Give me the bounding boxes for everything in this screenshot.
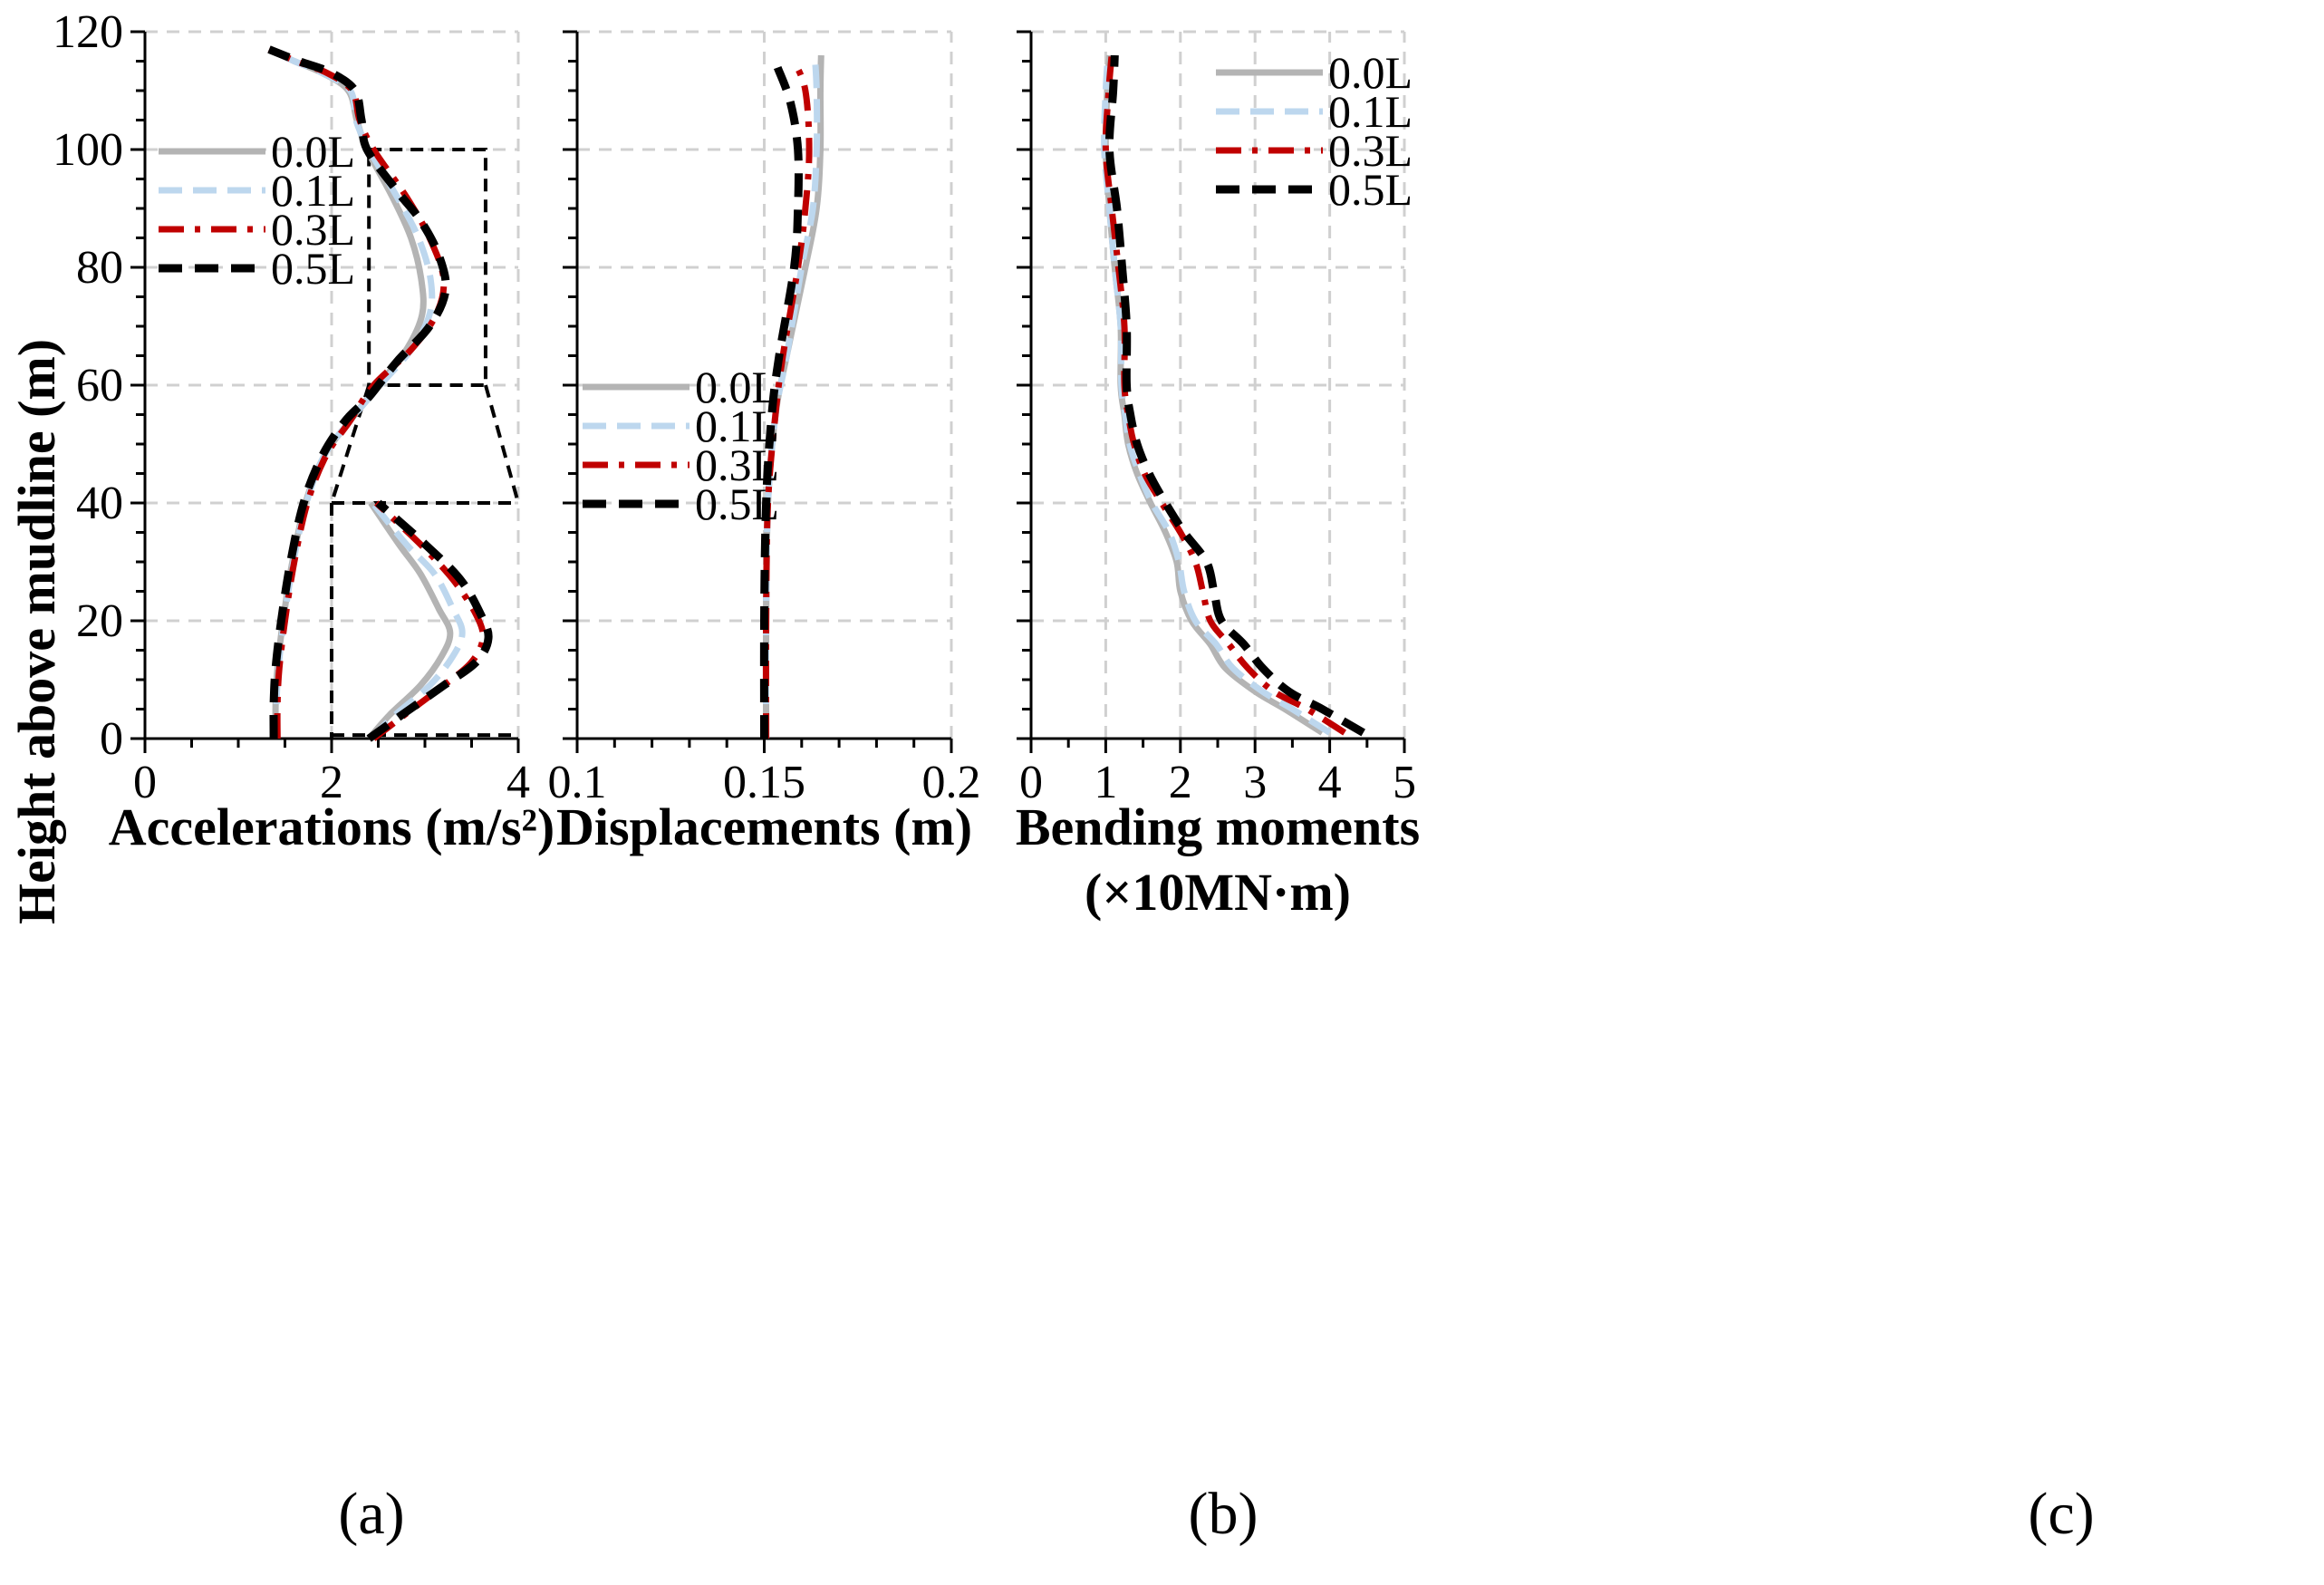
legend-label-0.0L: 0.0L	[1328, 47, 1413, 98]
inset-series-line-0.0L	[366, 501, 454, 741]
x-tick-label: 5	[1393, 757, 1416, 808]
series-a	[267, 45, 450, 739]
legend-label-0.5L: 0.5L	[271, 243, 355, 294]
y-tick-label: 120	[53, 6, 123, 58]
y-tick-label: 60	[76, 360, 123, 411]
x-tick-label: 0	[1019, 757, 1043, 808]
grid-b	[577, 30, 953, 739]
x-tick-label: 0	[133, 757, 157, 808]
x-tick-label: 4	[1318, 757, 1342, 808]
x-axis-title-line2-c: (×10MN·m)	[1085, 863, 1351, 922]
x-tick-label: 0.2	[922, 757, 981, 808]
y-tick-label: 80	[76, 242, 123, 294]
x-tick-label: 0.15	[723, 757, 805, 808]
x-tick-label: 0.1	[548, 757, 607, 808]
x-tick-label: 3	[1243, 757, 1267, 808]
panel-label-c: (c)	[2028, 1481, 2094, 1547]
series-line-0.3L	[1102, 54, 1346, 736]
series-line-0.5L	[1104, 54, 1365, 737]
x-tick-label: 2	[1169, 757, 1192, 808]
panel-label-a: (a)	[338, 1481, 404, 1547]
legend-label-0.3L: 0.3L	[695, 440, 779, 490]
legend-label-0.5L: 0.5L	[695, 478, 779, 529]
y-tick-label: 20	[76, 595, 123, 647]
legend-c: 0.0L0.1L0.3L0.5L	[1216, 47, 1413, 215]
legend-label-0.1L: 0.1L	[695, 401, 779, 451]
inset-series-line-0.1L	[368, 500, 466, 741]
legend-a: 0.0L0.1L0.3L0.5L	[159, 126, 355, 294]
legend-label-0.0L: 0.0L	[271, 126, 355, 177]
series-line-0.3L	[762, 60, 813, 739]
x-tick-label: 2	[320, 757, 343, 808]
y-tick-label: 40	[76, 478, 123, 529]
inset-zoom-annotation	[330, 148, 520, 739]
legend-label-0.3L: 0.3L	[1328, 125, 1413, 176]
series-line-0.5L	[759, 65, 803, 739]
x-axis-title-b: Displacements (m)	[556, 797, 972, 856]
legend-b: 0.0L0.1L0.3L0.5L	[583, 362, 779, 529]
panel-label-b: (b)	[1189, 1481, 1258, 1547]
y-tick-label: 0	[100, 713, 123, 765]
y-tick-label: 100	[53, 124, 123, 176]
legend-label-0.1L: 0.1L	[271, 165, 355, 216]
legend-label-0.5L: 0.5L	[1328, 164, 1413, 215]
inset-series	[366, 499, 493, 742]
y-axis-title: Height above mudline (m)	[7, 339, 66, 924]
legend-label-0.0L: 0.0L	[695, 362, 779, 412]
x-tick-label: 1	[1094, 757, 1117, 808]
legend-label-0.3L: 0.3L	[271, 204, 355, 255]
series-c	[1101, 54, 1365, 737]
x-axis-title-c: Bending moments	[1016, 797, 1420, 856]
inset-series-line-0.5L	[366, 499, 493, 742]
x-tick-label: 4	[506, 757, 530, 808]
legend-label-0.1L: 0.1L	[1328, 86, 1413, 137]
series-b	[759, 54, 824, 739]
series-line-0.1L	[1101, 54, 1332, 736]
series-line-0.5L	[267, 45, 450, 739]
x-axis-title-a: Accelerations (m/s²)	[109, 797, 555, 856]
zoom-connector-right	[484, 384, 520, 504]
zoom-source-box	[367, 148, 487, 387]
